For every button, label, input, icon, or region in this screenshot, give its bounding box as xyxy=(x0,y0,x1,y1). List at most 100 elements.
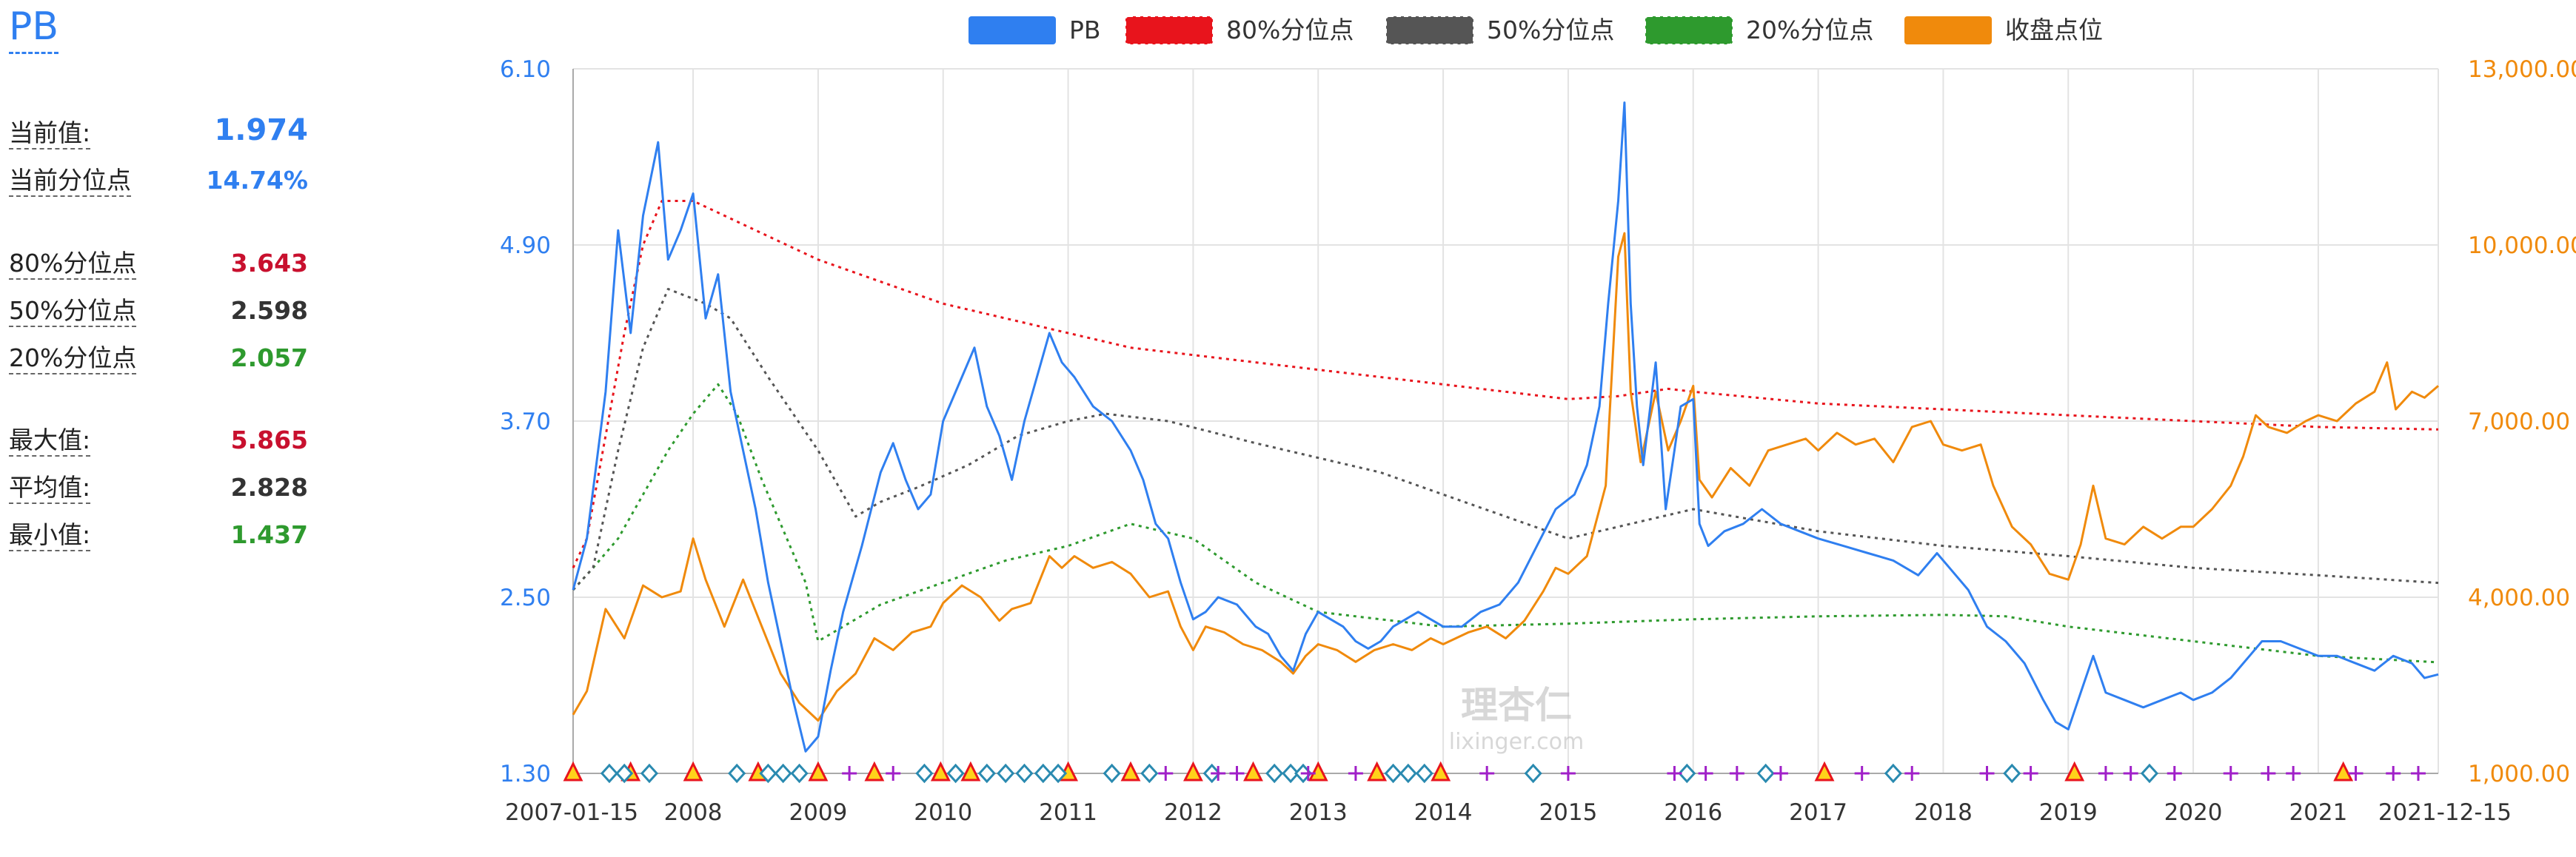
x-tick-label: 2007-01-15 xyxy=(505,799,638,826)
diamond-marker xyxy=(640,763,659,784)
plus-marker xyxy=(2098,766,2113,781)
legend-label[interactable]: 80%分位点 xyxy=(1226,16,1354,44)
y-left-tick-label: 3.70 xyxy=(500,409,551,435)
plus-marker xyxy=(2348,766,2363,781)
stat-label[interactable]: 50%分位点 xyxy=(9,296,137,327)
x-tick-label: 2015 xyxy=(1539,799,1597,826)
x-tick-label: 2021-12-15 xyxy=(2378,799,2512,826)
stat-value: 2.828 xyxy=(230,473,308,502)
triangle-marker xyxy=(1367,761,1388,782)
y-left-tick-label: 4.90 xyxy=(500,232,551,259)
stat-value: 14.74% xyxy=(206,166,308,195)
legend-label[interactable]: 50%分位点 xyxy=(1487,16,1614,44)
series-line xyxy=(572,101,2439,753)
legend-label[interactable]: 20%分位点 xyxy=(1746,16,1873,44)
plus-marker xyxy=(1904,766,1920,781)
diamond-marker xyxy=(1265,763,1284,784)
triangle-marker xyxy=(1431,761,1451,782)
diamond-marker xyxy=(1524,763,1542,784)
triangle-marker xyxy=(1120,761,1141,782)
diamond-marker xyxy=(759,763,777,784)
x-tick-label: 2011 xyxy=(1039,799,1097,826)
plus-marker xyxy=(1348,766,1363,781)
x-tick-label: 2017 xyxy=(1789,799,1847,826)
x-tick-label: 2020 xyxy=(2164,799,2223,826)
triangle-marker xyxy=(1814,761,1835,782)
diamond-marker xyxy=(1103,763,1121,784)
triangle-marker xyxy=(1308,761,1328,782)
plus-marker xyxy=(2286,766,2301,781)
diamond-marker xyxy=(915,763,934,784)
legend-swatch xyxy=(1385,16,1474,45)
stat-label[interactable]: 当前分位点 xyxy=(9,166,131,197)
stat-value: 1.437 xyxy=(230,520,308,549)
plus-marker xyxy=(1158,766,1174,781)
plus-marker xyxy=(1773,766,1788,781)
diamond-marker xyxy=(946,763,965,784)
stat-label[interactable]: 最大值: xyxy=(9,426,91,457)
diamond-marker xyxy=(1884,763,1902,784)
plus-marker xyxy=(2261,766,2276,781)
legend-swatch xyxy=(1645,16,1733,45)
plus-marker xyxy=(1854,766,1870,781)
legend-label[interactable]: 收盘点位 xyxy=(2005,16,2103,44)
plus-marker xyxy=(1698,766,1713,781)
stat-value: 2.057 xyxy=(230,343,308,372)
plus-marker xyxy=(2023,766,2038,781)
stat-label[interactable]: 当前值: xyxy=(9,118,91,149)
plus-marker xyxy=(1479,766,1495,781)
plus-marker xyxy=(2386,766,2401,781)
plus-marker xyxy=(1560,766,1576,781)
chart-grid xyxy=(572,68,2439,774)
stat-label[interactable]: 80%分位点 xyxy=(9,249,137,280)
y-left-tick-label: 2.50 xyxy=(500,585,551,611)
stats-panel: PB 当前值: 1.974 当前分位点 14.74% 80%分位点 3.643 50%分位点… xyxy=(0,0,326,857)
plus-marker xyxy=(1300,766,1316,781)
plus-marker xyxy=(1729,766,1744,781)
x-tick-label: 2021 xyxy=(2289,799,2347,826)
plus-marker xyxy=(2223,766,2238,781)
diamond-marker xyxy=(2140,763,2159,784)
y-left-tick-label: 1.30 xyxy=(500,761,551,787)
diamond-marker xyxy=(728,763,746,784)
metric-title[interactable]: PB xyxy=(9,3,59,54)
diamond-marker xyxy=(2003,763,2021,784)
plus-marker xyxy=(1229,766,1245,781)
plus-marker xyxy=(1211,766,1226,781)
diamond-marker xyxy=(997,763,1015,784)
triangle-marker xyxy=(2333,761,2354,782)
y-right-tick-label: 10,000.00 xyxy=(2468,232,2576,259)
x-tick-label: 2013 xyxy=(1289,799,1348,826)
diamond-marker xyxy=(1034,763,1052,784)
x-tick-label: 2009 xyxy=(789,799,847,826)
triangle-marker xyxy=(864,761,885,782)
legend-label[interactable]: PB xyxy=(1069,16,1101,44)
triangle-marker xyxy=(683,761,703,782)
stat-label[interactable]: 平均值: xyxy=(9,473,91,504)
stat-label[interactable]: 20%分位点 xyxy=(9,343,137,374)
plus-marker xyxy=(2410,766,2426,781)
diamond-marker xyxy=(600,763,618,784)
diamond-marker xyxy=(1756,763,1775,784)
plus-marker xyxy=(2123,766,2138,781)
diamond-marker xyxy=(615,763,634,784)
triangle-marker xyxy=(1243,761,1263,782)
diamond-marker xyxy=(1399,763,1417,784)
watermark-logo: 理杏仁 xyxy=(1461,684,1572,727)
y-left-tick-label: 6.10 xyxy=(500,56,551,83)
triangle-marker xyxy=(563,761,583,782)
triangle-marker xyxy=(960,761,981,782)
diamond-marker xyxy=(1415,763,1433,784)
event-markers xyxy=(563,761,2426,784)
stat-label[interactable]: 最小值: xyxy=(9,520,91,551)
stat-value: 5.865 xyxy=(230,426,308,454)
triangle-marker xyxy=(808,761,829,782)
chart-series xyxy=(572,101,2439,753)
chart-legend: PB 80%分位点 50%分位点 20%分位点 收盘点位 xyxy=(968,16,2103,45)
diamond-marker xyxy=(1049,763,1068,784)
stat-value: 3.643 xyxy=(230,249,308,278)
diamond-marker xyxy=(774,763,792,784)
diamond-marker xyxy=(1678,763,1696,784)
